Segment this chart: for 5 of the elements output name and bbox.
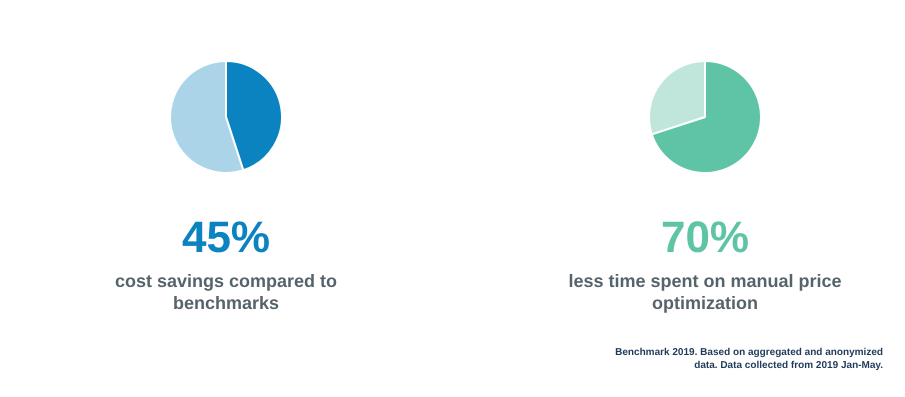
text: Benchmark 2019. Based on aggregated and anonymized data. Data collected from 2019 Jan-May.: [614, 346, 883, 372]
text: less time spent on manual price optimization: [567, 270, 843, 314]
data-label: 70%: [660, 213, 750, 262]
text: cost savings compared to benchmarks: [114, 270, 338, 314]
data-label: 45%: [182, 213, 270, 262]
